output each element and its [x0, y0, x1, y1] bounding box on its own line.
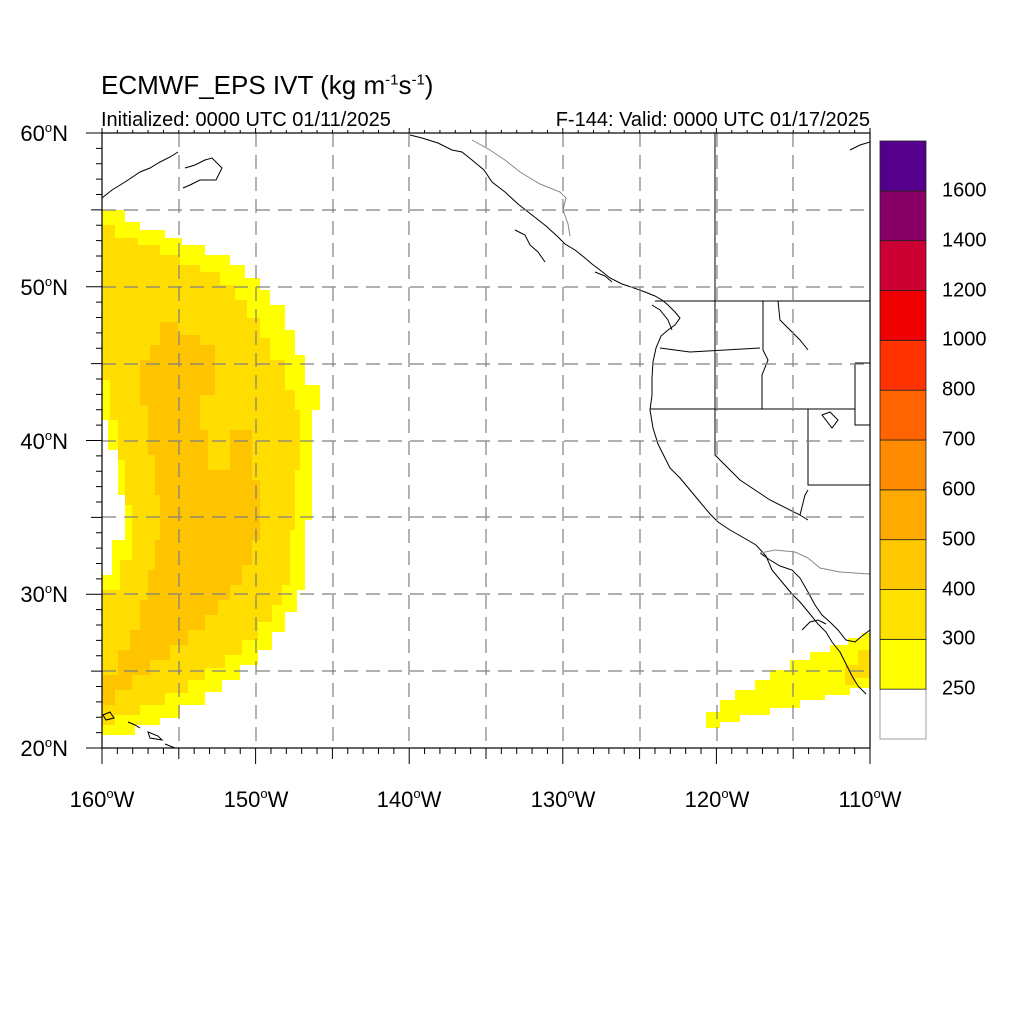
map-title: ECMWF_EPS IVT (kg m-1s-1) — [101, 70, 434, 100]
ivt-band-250-south — [706, 633, 870, 728]
colorbar — [879, 140, 927, 740]
valid-time: F-144: Valid: 0000 UTC 01/17/2025 — [555, 109, 870, 131]
colorbar-label: 300 — [942, 627, 976, 650]
colorbar-swatch — [879, 389, 927, 441]
lon-label-150: 150oW — [223, 786, 289, 812]
colorbar-swatch — [879, 589, 927, 640]
colorbar-swatch — [879, 240, 927, 291]
colorbar-swatch — [879, 190, 927, 242]
lat-label-50: 50oN — [20, 274, 68, 300]
lat-label-60: 60oN — [20, 120, 68, 146]
lon-label-140: 140oW — [376, 786, 442, 812]
colorbar-label: 1000 — [942, 328, 987, 351]
colorbar-swatch — [879, 339, 927, 391]
ivt-band-300-south — [845, 650, 870, 685]
colorbar-label: 1400 — [942, 229, 987, 252]
state-borders — [650, 133, 870, 521]
colorbar-swatch — [879, 688, 927, 740]
colorbar-swatch — [879, 439, 927, 491]
lat-label-40: 40oN — [20, 428, 68, 454]
colorbar-label: 800 — [942, 378, 976, 401]
lon-label-130: 130oW — [530, 786, 596, 812]
axis-ticks — [86, 128, 871, 764]
colorbar-swatch — [879, 638, 927, 690]
colorbar-swatch — [879, 489, 927, 541]
colorbar-label: 500 — [942, 528, 976, 551]
initialized-time: Initialized: 0000 UTC 01/11/2025 — [101, 109, 391, 131]
colorbar-label: 400 — [942, 578, 976, 600]
colorbar-label: 250 — [942, 677, 976, 700]
colorbar-swatch — [879, 140, 927, 192]
lat-label-30: 30oN — [20, 581, 68, 607]
lon-label-110: 110oW — [838, 786, 902, 812]
colorbar-label: 1600 — [942, 179, 987, 202]
colorbar-label: 700 — [942, 428, 976, 451]
colorbar-label: 600 — [942, 478, 976, 501]
lat-label-20: 20oN — [20, 735, 68, 761]
ivt-band-400 — [102, 322, 260, 705]
colorbar-label: 1200 — [942, 279, 987, 301]
colorbar-swatch — [879, 539, 927, 590]
country-borders — [471, 132, 871, 575]
colorbar-swatch — [879, 290, 927, 341]
gridlines — [102, 133, 870, 748]
lon-label-160: 160oW — [69, 786, 135, 812]
lon-label-120: 120oW — [684, 786, 750, 812]
